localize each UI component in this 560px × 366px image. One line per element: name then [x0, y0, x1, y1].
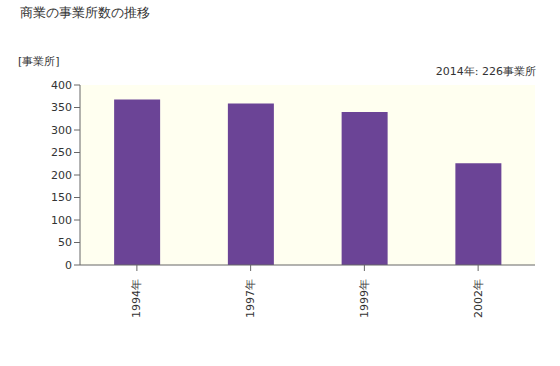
svg-text:400: 400: [51, 79, 72, 92]
svg-text:200: 200: [51, 169, 72, 182]
svg-text:1999年: 1999年: [358, 279, 371, 318]
svg-text:2002年: 2002年: [472, 279, 485, 318]
svg-text:350: 350: [51, 101, 72, 114]
html-text:[事業所]: [事業所]: [18, 55, 60, 68]
svg-text:0: 0: [65, 259, 72, 272]
svg-text:50: 50: [58, 236, 72, 249]
html-text:商業の事業所数の推移: 商業の事業所数の推移: [20, 5, 150, 20]
svg-text:250: 250: [51, 146, 72, 159]
svg-text:1997年: 1997年: [244, 279, 257, 318]
html-text:2014年: 226事業所: 2014年: 226事業所: [435, 65, 536, 78]
svg-text:1994年: 1994年: [130, 279, 143, 318]
svg-text:100: 100: [51, 214, 72, 227]
svg-text:300: 300: [51, 124, 72, 137]
svg-text:150: 150: [51, 191, 72, 204]
